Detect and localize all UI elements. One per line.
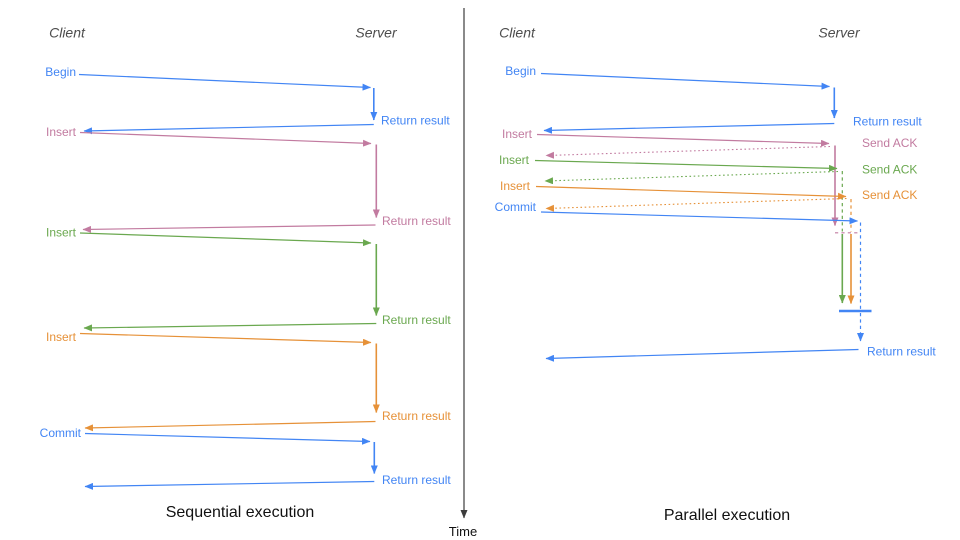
par-ack2-label: Send ACK xyxy=(862,163,917,177)
par-begin-request-arrow xyxy=(540,72,830,90)
sequential-panel: Client Server Begin Return result Insert… xyxy=(40,25,452,522)
parallel-panel: Client Server Begin Return result Insert… xyxy=(495,25,937,525)
par-final-return-arrow xyxy=(545,348,859,362)
par-return-final-label: Return result xyxy=(867,345,936,359)
par-insert1-request-arrow xyxy=(536,133,830,147)
seq-commit-request-arrow xyxy=(84,432,371,445)
par-begin-return-arrow xyxy=(543,122,835,134)
par-insert3-label: Insert xyxy=(500,179,531,193)
seq-insert3-label: Insert xyxy=(46,330,77,344)
seq-insert1-return-arrow xyxy=(82,224,376,233)
seq-return5-label: Return result xyxy=(382,473,451,487)
seq-return1-label: Return result xyxy=(381,114,450,128)
seq-return4-label: Return result xyxy=(382,409,451,423)
seq-insert3-request-arrow xyxy=(79,332,372,346)
time-axis-label: Time xyxy=(449,524,477,539)
par-insert1-label: Insert xyxy=(502,127,533,141)
par-client-label: Client xyxy=(499,25,536,41)
par-insert3-ack-arrow xyxy=(545,197,847,212)
seq-begin-request-arrow xyxy=(78,73,371,91)
par-ack1-label: Send ACK xyxy=(862,136,917,150)
seq-commit-return-arrow xyxy=(84,480,375,490)
sequential-title: Sequential execution xyxy=(166,504,315,521)
par-begin-label: Begin xyxy=(505,64,536,78)
seq-insert2-request-arrow xyxy=(79,232,372,247)
par-insert2-request-arrow xyxy=(534,159,838,172)
seq-insert1-label: Insert xyxy=(46,125,77,139)
seq-insert2-label: Insert xyxy=(46,226,77,240)
seq-begin-label: Begin xyxy=(45,65,76,79)
seq-return2-label: Return result xyxy=(382,214,451,228)
par-insert2-label: Insert xyxy=(499,153,530,167)
seq-return3-label: Return result xyxy=(382,313,451,327)
seq-client-label: Client xyxy=(49,25,86,41)
par-commit-label: Commit xyxy=(495,200,537,214)
seq-begin-return-arrow xyxy=(83,123,374,135)
par-return-begin-label: Return result xyxy=(853,115,922,129)
parallel-title: Parallel execution xyxy=(664,507,790,524)
seq-commit-label: Commit xyxy=(40,426,82,440)
seq-server-label: Server xyxy=(355,25,398,41)
par-insert1-ack-arrow xyxy=(545,145,831,159)
seq-insert1-request-arrow xyxy=(79,131,372,147)
par-commit-request-arrow xyxy=(540,211,858,225)
seq-insert2-return-arrow xyxy=(83,322,377,332)
par-ack3-label: Send ACK xyxy=(862,188,917,202)
par-insert3-request-arrow xyxy=(535,185,847,200)
par-insert2-ack-arrow xyxy=(544,170,839,185)
par-server-label: Server xyxy=(818,25,861,41)
seq-insert3-return-arrow xyxy=(84,420,376,432)
